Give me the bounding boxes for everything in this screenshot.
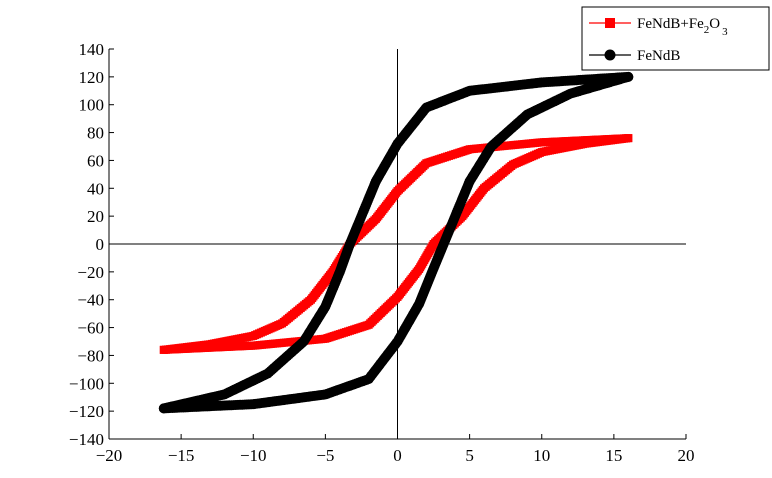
x-tick-label: 0: [393, 446, 402, 465]
legend-label-fendb: FeNdB: [637, 48, 680, 64]
y-tick-label: 120: [79, 68, 105, 87]
legend-marker-circle: [604, 49, 616, 61]
legend-marker-square: [605, 18, 615, 28]
y-tick-label: 80: [87, 124, 104, 143]
x-tick-label: 20: [678, 446, 695, 465]
y-tick-label: 40: [87, 179, 104, 198]
y-tick-label: 0: [96, 235, 105, 254]
x-tick-label: 5: [465, 446, 474, 465]
y-tick-label: 60: [87, 151, 104, 170]
legend-label-fendb-fe2o3-main: FeNdB+Fe: [637, 16, 704, 32]
series-line: [163, 76, 629, 409]
y-tick-label: −140: [69, 430, 104, 449]
legend-label-fendb-fe2o3-sub1: 2: [704, 24, 710, 36]
data-point: [624, 134, 633, 143]
y-tick-label: 20: [87, 207, 104, 226]
series-fendb: [158, 71, 634, 414]
x-tick-label: −20: [96, 446, 123, 465]
y-tick-label: −40: [77, 291, 104, 310]
y-tick-label: 140: [79, 40, 105, 59]
y-tick-label: −120: [69, 402, 104, 421]
legend-box: [581, 6, 770, 71]
y-tick-label: −100: [69, 374, 104, 393]
y-tick-label: −20: [77, 263, 104, 282]
series-layer: [158, 71, 634, 414]
y-tick-label: 100: [79, 96, 105, 115]
x-tick-label: 10: [533, 446, 550, 465]
data-point: [623, 71, 634, 82]
x-tick-label: −10: [240, 446, 267, 465]
x-tick-label: −15: [168, 446, 195, 465]
y-tick-label: −80: [77, 346, 104, 365]
series-line: [163, 76, 629, 409]
x-tick-label: −5: [316, 446, 334, 465]
x-axis-ticks: −20 −15 −10 −5 0 5 10 15 20: [96, 434, 695, 465]
legend-label-fendb-fe2o3-mid: O: [709, 16, 720, 32]
legend: FeNdB+Fe2O 3 FeNdB: [581, 6, 770, 71]
y-axis-ticks: −140 −120 −100 −80 −60 −40 −20 0 20 40 60 80 100 120 1…: [69, 40, 114, 449]
zero-lines: [109, 49, 686, 439]
legend-label-fendb-fe2o3: FeNdB+Fe2O 3: [637, 16, 728, 38]
x-tick-label: 15: [605, 446, 622, 465]
y-tick-label: −60: [77, 319, 104, 338]
legend-label-fendb-fe2o3-sub2: 3: [722, 26, 728, 38]
